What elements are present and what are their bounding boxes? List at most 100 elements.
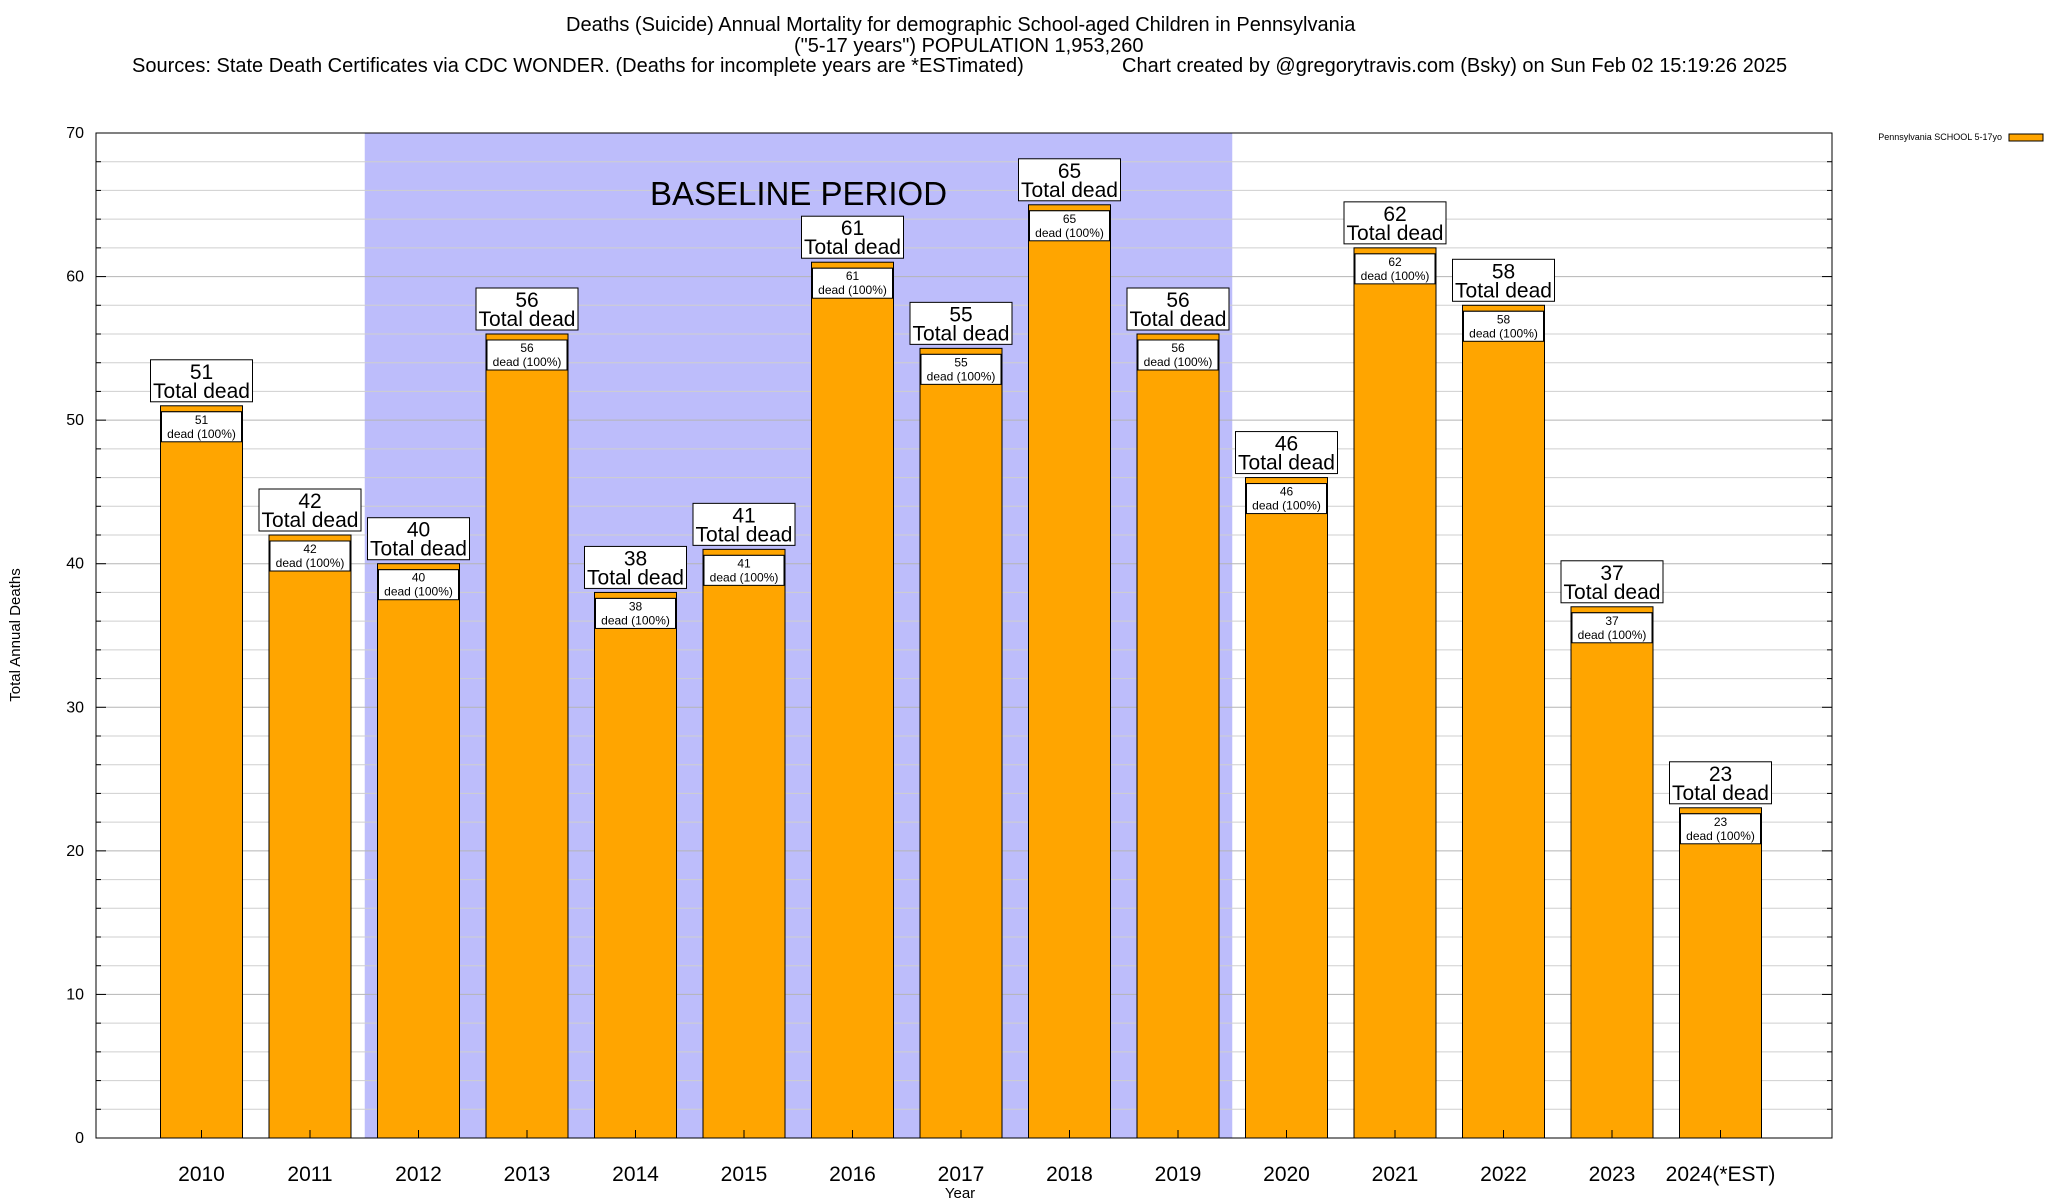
- x-tick-label: 2022: [1480, 1163, 1527, 1186]
- inner-label-text: dead (100%): [601, 613, 670, 627]
- inner-label-text: dead (100%): [167, 427, 236, 441]
- inner-label-text: dead (100%): [1144, 355, 1213, 369]
- inner-label-value: 40: [412, 571, 426, 585]
- inner-label-box: [1354, 253, 1436, 285]
- x-tick-label: 2020: [1263, 1163, 1310, 1186]
- x-tick-label: 2015: [721, 1163, 768, 1186]
- inner-label-box: [161, 411, 242, 443]
- top-label-text: Total dead: [153, 380, 250, 403]
- top-label-value: 56: [1166, 289, 1189, 312]
- top-label-value: 42: [298, 490, 321, 513]
- inner-label-value: 58: [1497, 312, 1511, 326]
- inner-label-box: [1571, 612, 1653, 644]
- top-label-box: [1235, 431, 1338, 475]
- chart-credit: Chart created by @gregorytravis.com (Bsk…: [1122, 55, 1788, 77]
- top-label-box: [909, 301, 1013, 345]
- x-tick-label: 2016: [829, 1163, 876, 1186]
- y-axis-title: Total Annual Deaths: [7, 568, 24, 701]
- bar-2018: [1028, 204, 1111, 1139]
- y-tick-label: 20: [66, 843, 84, 860]
- inner-label-value: 41: [737, 556, 751, 570]
- top-label-value: 61: [841, 217, 864, 240]
- bar-2012: [377, 563, 460, 1139]
- bar-2015: [702, 548, 786, 1139]
- inner-label-text: dead (100%): [1035, 226, 1104, 240]
- bar-2013: [485, 333, 569, 1139]
- top-label-value: 51: [190, 361, 213, 384]
- inner-label-value: 56: [520, 341, 534, 355]
- top-label-box: [801, 215, 904, 259]
- bar-2016: [811, 261, 894, 1139]
- top-label-value: 62: [1383, 203, 1406, 226]
- inner-label-value: 46: [1280, 485, 1294, 499]
- top-label-box: [1018, 158, 1121, 202]
- inner-label-text: dead (100%): [1469, 326, 1538, 340]
- plot-border: [95, 132, 1833, 1139]
- inner-label-value: 65: [1063, 212, 1077, 226]
- inner-label-value: 23: [1714, 815, 1728, 829]
- y-tick-label: 40: [66, 556, 84, 573]
- inner-label-text: dead (100%): [1578, 628, 1647, 642]
- top-label-value: 56: [515, 289, 538, 312]
- inner-label-box: [920, 353, 1002, 385]
- top-label-text: Total dead: [262, 509, 359, 532]
- x-tick-label: 2023: [1589, 1163, 1636, 1186]
- inner-label-text: dead (100%): [493, 355, 562, 369]
- x-tick-label: 2021: [1372, 1163, 1419, 1186]
- top-label-text: Total dead: [1021, 179, 1118, 202]
- top-label-value: 41: [732, 504, 755, 527]
- y-tick-label: 10: [66, 986, 84, 1003]
- inner-label-text: dead (100%): [384, 585, 453, 599]
- top-label-text: Total dead: [1455, 279, 1552, 302]
- top-label-text: Total dead: [1347, 222, 1444, 245]
- chart-title: Deaths (Suicide) Annual Mortality for de…: [566, 14, 1356, 36]
- inner-label-text: dead (100%): [710, 570, 779, 584]
- x-tick-label: 2011: [287, 1163, 332, 1186]
- top-label-value: 38: [624, 547, 647, 570]
- top-label-box: [1669, 761, 1772, 805]
- y-tick-label: 60: [66, 269, 84, 286]
- inner-label-text: dead (100%): [1686, 829, 1755, 843]
- inner-label-box: [1246, 483, 1327, 515]
- x-tick-label: 2018: [1046, 1163, 1093, 1186]
- inner-label-box: [812, 267, 893, 299]
- top-label-text: Total dead: [370, 538, 467, 561]
- top-label-value: 58: [1492, 260, 1515, 283]
- top-label-box: [692, 502, 796, 546]
- inner-label-box: [1680, 813, 1761, 845]
- bar-2014: [594, 591, 677, 1139]
- y-tick-label: 0: [75, 1130, 84, 1147]
- inner-label-box: [378, 569, 459, 601]
- x-tick-label: 2017: [938, 1163, 985, 1186]
- inner-label-box: [486, 339, 568, 371]
- inner-label-box: [1029, 210, 1110, 242]
- x-axis-title: Year: [945, 1185, 975, 1200]
- legend-label: Pennsylvania SCHOOL 5-17yo: [1878, 132, 2002, 142]
- bar-2011: [268, 534, 352, 1139]
- top-label-text: Total dead: [1130, 308, 1227, 331]
- bar-2020: [1245, 477, 1328, 1139]
- top-label-box: [584, 545, 687, 589]
- x-tick-label: 2010: [178, 1163, 225, 1186]
- legend-swatch: [2008, 133, 2044, 142]
- top-label-text: Total dead: [587, 566, 684, 589]
- inner-label-box: [703, 554, 785, 586]
- top-label-value: 40: [407, 519, 430, 542]
- top-label-box: [1452, 258, 1555, 302]
- inner-label-value: 38: [629, 599, 643, 613]
- y-tick-label: 30: [66, 699, 84, 716]
- chart-subtitle-population: ("5-17 years") POPULATION 1,953,260: [794, 35, 1144, 57]
- top-label-box: [367, 517, 470, 561]
- x-tick-label: 2014: [612, 1163, 659, 1186]
- top-label-box: [1560, 560, 1664, 604]
- top-label-box: [1126, 287, 1230, 331]
- top-label-box: [1343, 201, 1447, 245]
- bar-2017: [919, 347, 1003, 1139]
- inner-label-text: dead (100%): [1252, 499, 1321, 513]
- inner-label-value: 61: [846, 269, 860, 283]
- top-label-text: Total dead: [804, 236, 901, 259]
- top-label-text: Total dead: [1672, 782, 1769, 805]
- top-label-text: Total dead: [1564, 581, 1661, 604]
- chart-sources: Sources: State Death Certificates via CD…: [132, 55, 1024, 77]
- inner-label-value: 56: [1171, 341, 1185, 355]
